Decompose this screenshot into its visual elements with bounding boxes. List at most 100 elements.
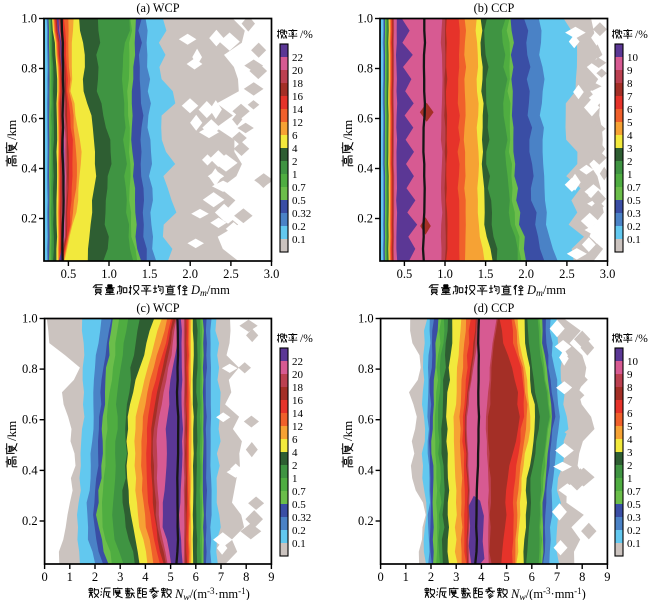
svg-text:0.3: 0.3 (627, 208, 641, 220)
svg-text:0.32: 0.32 (292, 512, 311, 524)
svg-text:2: 2 (292, 156, 298, 168)
svg-text:0.2: 0.2 (22, 514, 38, 528)
svg-text:0.6: 0.6 (22, 413, 38, 427)
svg-text:0.7: 0.7 (292, 486, 306, 498)
svg-text:0.6: 0.6 (21, 112, 37, 126)
svg-text:5: 5 (627, 117, 633, 129)
svg-text:10: 10 (627, 52, 639, 64)
svg-text:(c) WCP: (c) WCP (136, 301, 179, 315)
svg-text:2: 2 (428, 570, 434, 584)
svg-text:5: 5 (627, 421, 633, 433)
svg-text:/%: /% (635, 333, 648, 345)
svg-text:18: 18 (292, 382, 304, 394)
svg-text:1: 1 (67, 570, 73, 584)
svg-text:1.0: 1.0 (358, 312, 374, 326)
svg-text:3: 3 (627, 143, 633, 155)
svg-text:12: 12 (292, 421, 303, 433)
svg-text:/km: /km (340, 421, 355, 441)
svg-text:0.1: 0.1 (292, 234, 306, 246)
svg-text:0.32: 0.32 (292, 208, 311, 220)
svg-text:1: 1 (627, 473, 633, 485)
svg-text:6: 6 (627, 408, 633, 420)
svg-text:9: 9 (627, 369, 633, 381)
svg-text:0: 0 (41, 570, 47, 584)
svg-text:20: 20 (292, 369, 304, 381)
svg-text:8: 8 (243, 570, 249, 584)
svg-text:1: 1 (292, 169, 298, 181)
svg-text:0.1: 0.1 (292, 538, 306, 550)
svg-text:0.6: 0.6 (357, 112, 373, 126)
svg-text:6: 6 (529, 570, 535, 584)
svg-text:6: 6 (193, 570, 199, 584)
svg-text:1.0: 1.0 (437, 267, 453, 281)
svg-text:12: 12 (292, 117, 303, 129)
svg-text:0.1: 0.1 (627, 538, 641, 550)
svg-text:0.7: 0.7 (627, 182, 641, 194)
svg-text:2: 2 (627, 156, 633, 168)
svg-text:18: 18 (292, 78, 304, 90)
svg-text:0.8: 0.8 (358, 362, 374, 376)
svg-text:8: 8 (627, 78, 633, 90)
svg-text:0.4: 0.4 (357, 162, 373, 176)
svg-text:2: 2 (292, 460, 298, 472)
svg-text:0.8: 0.8 (357, 62, 373, 76)
svg-text:5: 5 (167, 570, 173, 584)
svg-text:2.0: 2.0 (182, 267, 198, 281)
svg-text:16: 16 (292, 395, 304, 407)
svg-text:(d) CCP: (d) CCP (474, 301, 515, 315)
svg-text:0.5: 0.5 (61, 267, 77, 281)
svg-text:2: 2 (627, 460, 633, 472)
svg-text:(b) CCP: (b) CCP (474, 1, 515, 15)
svg-text:7: 7 (627, 395, 633, 407)
svg-text:Dm/mm: Dm/mm (190, 283, 230, 299)
svg-text:9: 9 (604, 570, 610, 584)
svg-text:6: 6 (292, 434, 298, 446)
svg-text:0.7: 0.7 (292, 182, 306, 194)
svg-text:3: 3 (117, 570, 123, 584)
svg-text:/%: /% (300, 333, 313, 345)
svg-text:14: 14 (292, 408, 304, 420)
svg-text:20: 20 (292, 65, 304, 77)
svg-text:4: 4 (478, 570, 485, 584)
svg-text:9: 9 (268, 570, 274, 584)
svg-text:1.5: 1.5 (478, 267, 494, 281)
svg-text:2.0: 2.0 (518, 267, 534, 281)
svg-text:16: 16 (292, 91, 304, 103)
svg-text:2: 2 (92, 570, 98, 584)
svg-text:7: 7 (218, 570, 224, 584)
svg-text:4: 4 (292, 143, 298, 155)
svg-text:22: 22 (292, 52, 303, 64)
svg-text:4: 4 (627, 434, 633, 446)
svg-text:1: 1 (292, 473, 298, 485)
svg-text:(a) WCP: (a) WCP (136, 1, 179, 15)
svg-text:0.5: 0.5 (397, 267, 413, 281)
svg-text:4: 4 (142, 570, 149, 584)
svg-text:0.1: 0.1 (627, 234, 641, 246)
svg-text:/km: /km (4, 421, 19, 441)
svg-text:0.2: 0.2 (21, 212, 37, 226)
svg-text:0: 0 (377, 570, 383, 584)
svg-text:6: 6 (292, 130, 298, 142)
svg-text:1.0: 1.0 (21, 12, 37, 26)
svg-text:2.5: 2.5 (559, 267, 575, 281)
svg-text:Nw/(m-3·mm-1): Nw/(m-3·mm-1) (174, 586, 250, 600)
svg-text:0.2: 0.2 (357, 212, 373, 226)
svg-text:6: 6 (627, 104, 633, 116)
svg-text:/%: /% (300, 29, 313, 41)
svg-text:/km: /km (4, 120, 19, 140)
svg-text:10: 10 (627, 356, 639, 368)
svg-text:7: 7 (627, 91, 633, 103)
svg-text:8: 8 (627, 382, 633, 394)
svg-text:0.4: 0.4 (358, 463, 374, 477)
svg-text:0.8: 0.8 (21, 62, 37, 76)
svg-text:9: 9 (627, 65, 633, 77)
svg-text:1: 1 (403, 570, 409, 584)
svg-text:0.6: 0.6 (358, 413, 374, 427)
svg-text:0.5: 0.5 (292, 499, 306, 511)
svg-text:3.0: 3.0 (600, 267, 616, 281)
svg-text:3: 3 (453, 570, 459, 584)
svg-text:3: 3 (627, 447, 633, 459)
svg-text:/%: /% (635, 29, 648, 41)
svg-text:1.5: 1.5 (142, 267, 158, 281)
svg-text:0.4: 0.4 (21, 162, 37, 176)
